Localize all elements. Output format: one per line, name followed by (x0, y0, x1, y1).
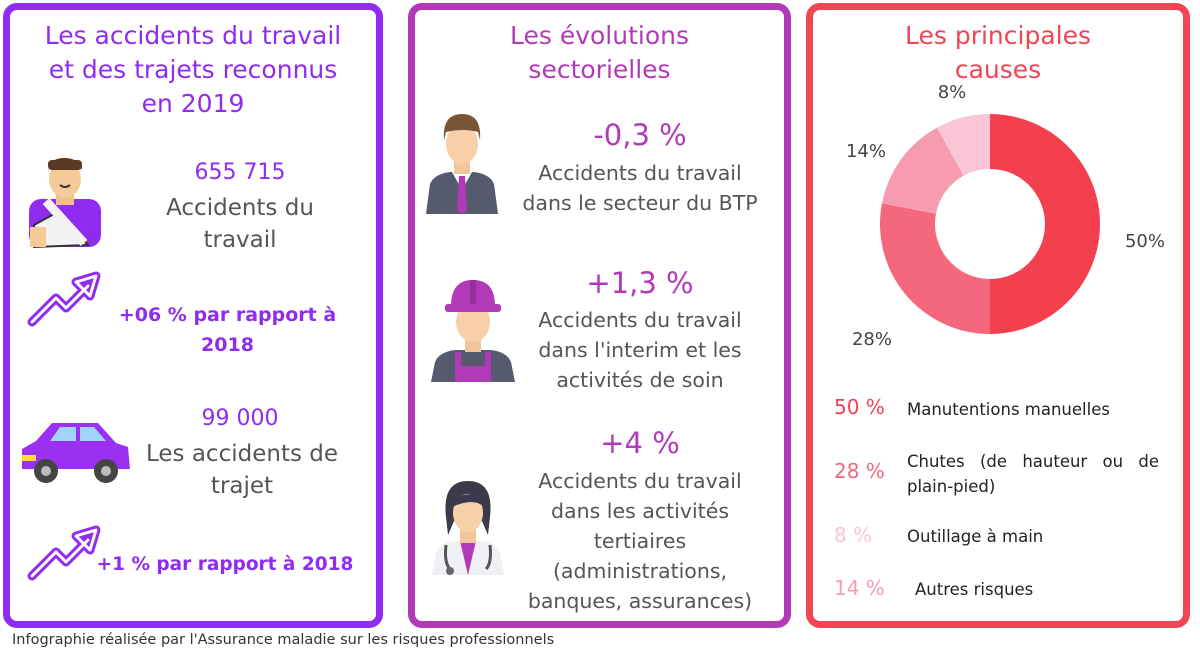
construction-worker-icon (431, 280, 515, 382)
donut-slice-label-1: 28% (851, 329, 892, 350)
sector-value-btp: -0,3 % (593, 118, 687, 152)
donut-slice-3 (937, 114, 990, 176)
injured-person-icon (29, 157, 101, 249)
panel-title-sectors: Les évolutions sectorielles (509, 21, 690, 84)
donut-slice-0 (990, 114, 1100, 334)
footer-credit: Infographie réalisée par l'Assurance mal… (12, 632, 555, 648)
commute-accidents-trend: +1 % par rapport à 2018 (96, 554, 354, 575)
commute-accidents-label: Les accidents de trajet (145, 441, 339, 499)
work-accidents-label: Accidents du travail (166, 195, 314, 253)
donut-slice-label-0: 50% (1124, 231, 1165, 252)
work-accidents-trend: +06 % par rapport à 2018 (118, 304, 337, 356)
panel-title-causes: Les principales causes (904, 21, 1091, 84)
legend-value-1: 28 % (834, 459, 885, 483)
panel-accidents-2019: Les accidents du travail et des trajets … (3, 3, 383, 628)
sector-label-btp: Accidents du travail dans le secteur du … (522, 161, 758, 215)
sector-label-interim: Accidents du travail dans l'interim et l… (538, 308, 742, 392)
legend-label-0: Manutentions manuelles (907, 400, 1110, 419)
legend-value-3: 14 % (834, 576, 885, 600)
trend-up-arrow-icon (27, 271, 101, 327)
legend-value-0: 50 % (834, 395, 885, 419)
sector-value-interim: +1,3 % (586, 266, 694, 300)
sector-value-tertiary: +4 % (600, 426, 680, 460)
work-accidents-number: 655 715 (194, 160, 286, 185)
commute-accidents-number: 99 000 (201, 406, 279, 431)
legend-label-2: Outillage à main (907, 527, 1044, 546)
car-icon (22, 423, 130, 483)
donut-slice-2 (881, 127, 964, 214)
legend-value-2: 8 % (834, 523, 873, 547)
panel-title-accidents: Les accidents du travail et des trajets … (44, 21, 342, 118)
legend-label-1: Chutes (de hauteur ou de plain-pied) (907, 452, 1159, 496)
businessman-icon (426, 114, 498, 214)
donut-slice-label-2: 14% (845, 141, 886, 162)
doctor-icon (432, 481, 504, 575)
legend-label-3: Autres risques (915, 580, 1034, 599)
trend-up-arrow-icon (27, 525, 101, 581)
sector-label-tertiary: Accidents du travail dans les activités … (527, 469, 753, 613)
donut-slice-label-3: 8% (937, 82, 967, 103)
donut-slice-1 (880, 203, 990, 334)
